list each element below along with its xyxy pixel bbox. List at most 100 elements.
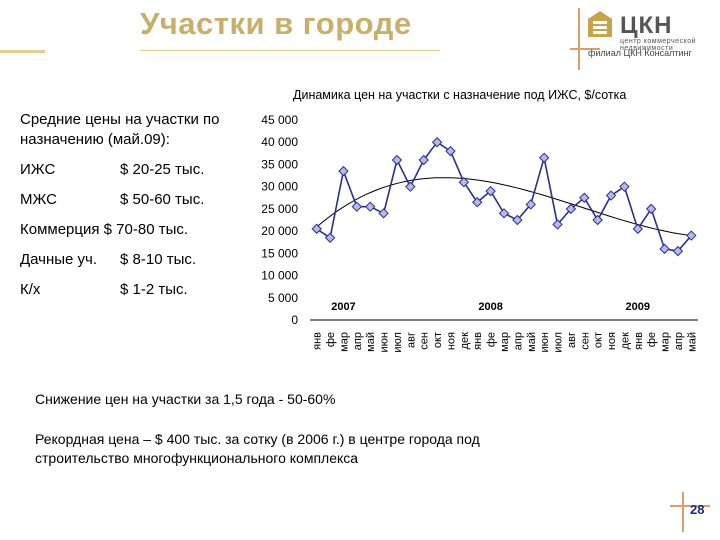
page-number: 28 bbox=[690, 502, 705, 517]
x-tick-label: май bbox=[365, 332, 377, 352]
y-tick-label: 5 000 bbox=[268, 291, 298, 305]
data-point bbox=[431, 137, 443, 148]
x-tick-label: ноя bbox=[606, 332, 618, 350]
slide-title: Участки в городе bbox=[140, 6, 412, 41]
data-point bbox=[351, 201, 363, 212]
data-point bbox=[338, 165, 349, 177]
x-tick-label: июл bbox=[553, 332, 565, 353]
price-decline-note: Снижение цен на участки за 1,5 года - 50… bbox=[35, 391, 336, 407]
chart-title: Динамика цен на участки с назначение под… bbox=[293, 88, 627, 102]
x-tick-label: фе bbox=[325, 332, 337, 347]
data-point bbox=[579, 192, 590, 203]
page-corner-vertical bbox=[682, 492, 684, 532]
x-tick-label: июн bbox=[379, 332, 391, 352]
price-value: $ 20-25 тыс. bbox=[120, 161, 205, 178]
logo-divider bbox=[578, 8, 580, 70]
year-label: 2008 bbox=[478, 301, 502, 313]
x-tick-label: сен bbox=[579, 332, 591, 350]
data-point bbox=[472, 197, 483, 208]
y-tick-label: 40 000 bbox=[261, 135, 298, 149]
data-point bbox=[378, 208, 389, 219]
x-tick-label: сен bbox=[419, 332, 431, 350]
data-point bbox=[645, 203, 657, 215]
x-tick-label: окт bbox=[593, 332, 605, 348]
data-point bbox=[445, 145, 456, 157]
y-tick-label: 30 000 bbox=[261, 180, 298, 194]
logo-subtitle: центр коммерческой недвижимости bbox=[620, 38, 697, 52]
x-tick-label: авг bbox=[566, 332, 578, 348]
title-underline bbox=[140, 50, 440, 51]
x-tick-label: дек bbox=[459, 332, 471, 350]
data-point bbox=[592, 214, 603, 226]
price-row: Коммерция $ 70-80 тыс. bbox=[20, 220, 188, 240]
y-tick-label: 35 000 bbox=[261, 157, 298, 171]
x-tick-label: дек bbox=[619, 332, 631, 350]
x-tick-label: авг bbox=[405, 332, 417, 348]
y-tick-label: 10 000 bbox=[261, 269, 298, 283]
data-point bbox=[512, 214, 523, 226]
price-value: $ 70-80 тыс. bbox=[103, 221, 189, 238]
price-label: Дачные уч. bbox=[20, 251, 98, 268]
price-value: $ 8-10 тыс. bbox=[120, 251, 197, 268]
logo: ЦКН центр коммерческой недвижимости фили… bbox=[570, 8, 715, 70]
x-tick-label: май bbox=[526, 332, 538, 352]
x-tick-label: июл bbox=[392, 332, 404, 353]
x-tick-label: мар bbox=[660, 332, 672, 352]
x-tick-label: апр bbox=[673, 332, 685, 350]
series-line bbox=[316, 141, 692, 252]
x-tick-label: мар bbox=[499, 332, 511, 352]
house-logo-icon bbox=[588, 11, 612, 37]
data-point bbox=[659, 243, 670, 255]
x-tick-label: апр bbox=[352, 332, 364, 350]
data-point bbox=[632, 223, 644, 235]
data-point bbox=[391, 154, 403, 166]
title-underline-left bbox=[0, 50, 45, 53]
data-point bbox=[458, 177, 470, 188]
record-price-note: Рекордная цена – $ 400 тыс. за сотку (в … bbox=[35, 431, 480, 466]
logo-divider-horizontal bbox=[570, 48, 600, 50]
data-point bbox=[311, 223, 322, 235]
x-tick-label: янв bbox=[312, 332, 324, 350]
data-point bbox=[686, 230, 697, 241]
price-label: К/х bbox=[20, 281, 41, 298]
y-tick-label: 20 000 bbox=[261, 224, 298, 238]
year-label: 2007 bbox=[331, 301, 355, 313]
y-tick-label: 25 000 bbox=[261, 202, 298, 216]
data-point bbox=[672, 245, 684, 257]
logo-tagline: филиал ЦКН Консалтинг bbox=[588, 48, 692, 58]
data-point bbox=[324, 232, 336, 243]
data-point bbox=[552, 219, 563, 230]
x-tick-label: янв bbox=[472, 332, 484, 350]
price-label: МЖС bbox=[20, 191, 58, 208]
x-tick-label: мар bbox=[338, 332, 350, 352]
price-value: $ 50-60 тыс. bbox=[120, 191, 205, 208]
data-point bbox=[498, 208, 510, 219]
x-tick-label: фе bbox=[486, 332, 498, 347]
y-tick-label: 45 000 bbox=[261, 113, 298, 127]
data-point bbox=[565, 203, 577, 215]
page-corner-horizontal bbox=[670, 505, 710, 507]
logo-name: ЦКН bbox=[620, 12, 673, 39]
data-point bbox=[605, 190, 617, 201]
data-point bbox=[538, 152, 550, 163]
year-label: 2009 bbox=[626, 301, 650, 313]
x-tick-label: ноя bbox=[445, 332, 457, 350]
y-tick-label: 15 000 bbox=[261, 246, 298, 260]
summary-heading: Средние цены на участки по назначению (м… bbox=[20, 111, 220, 148]
data-point bbox=[485, 185, 496, 197]
price-value: $ 1-2 тыс. bbox=[120, 281, 188, 298]
x-tick-label: апр bbox=[512, 332, 524, 350]
x-tick-label: фе bbox=[646, 332, 658, 347]
data-point bbox=[364, 201, 376, 212]
x-tick-label: янв bbox=[633, 332, 645, 350]
data-point bbox=[619, 181, 630, 192]
price-label: Коммерция bbox=[20, 221, 100, 238]
x-tick-label: окт bbox=[432, 332, 444, 348]
data-point bbox=[525, 199, 536, 210]
data-point bbox=[405, 181, 416, 192]
price-chart: 0 5 000 10 000 15 000 20 000 25 000 30 000 35 0… bbox=[261, 113, 698, 353]
x-tick-label: июн bbox=[539, 332, 551, 352]
y-tick-label: 0 bbox=[291, 313, 298, 327]
trend-line bbox=[316, 177, 692, 237]
x-tick-label: май bbox=[686, 332, 698, 352]
